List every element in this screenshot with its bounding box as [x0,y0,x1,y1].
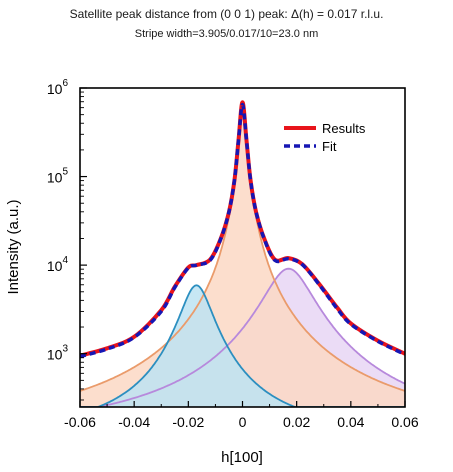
axes: -0.06 -0.04 -0.02 0 0.02 0.04 0.06 103 104 105 106 [47,78,419,430]
data-lines [80,100,405,359]
legend-results-label: Results [322,121,366,136]
chart-title: Satellite peak distance from (0 0 1) pea… [69,7,384,21]
y-tick-label: 104 [47,255,69,274]
x-tick-label: -0.02 [172,414,204,430]
y-tick-label: 105 [47,167,69,186]
legend-fit-label: Fit [322,139,337,154]
peak-fills [80,104,405,407]
y-tick-label: 106 [47,78,69,97]
x-axis-label: h[100] [221,449,263,466]
x-tick-label: 0.06 [391,414,418,430]
x-tick-label: 0 [239,414,247,430]
legend: Results Fit [284,121,366,154]
x-tick-label: 0.02 [283,414,310,430]
x-tick-label: 0.04 [337,414,364,430]
center-peak-fill [80,104,405,407]
x-tick-label: -0.06 [64,414,96,430]
chart-subtitle: Stripe width=3.905/0.017/10=23.0 nm [134,28,319,40]
y-tick-label: 103 [47,344,69,363]
y-axis-label: Intensity (a.u.) [5,199,22,294]
right-peak-line [80,267,405,407]
left-peak-line [80,284,405,407]
x-tick-label: -0.04 [118,414,150,430]
left-peak-fill [80,285,405,407]
fit-line [80,102,405,359]
